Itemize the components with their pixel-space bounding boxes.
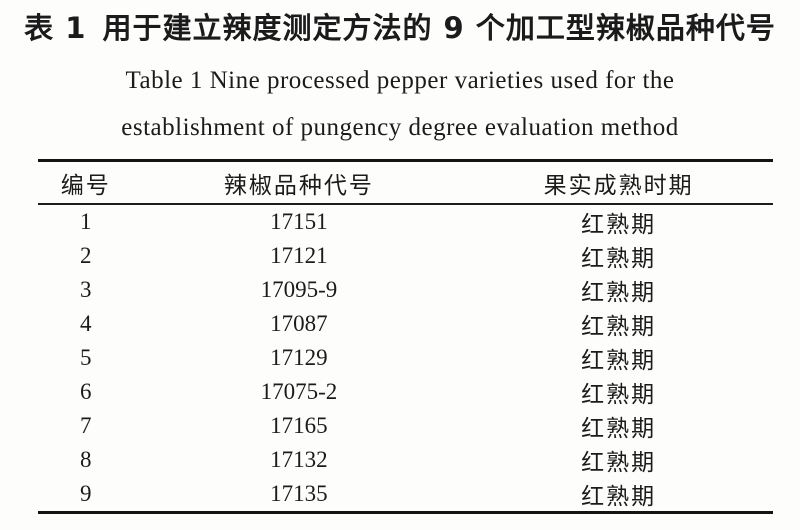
maturity-cell: 红熟期 [581, 246, 657, 271]
variety-code-cell: 17135 [270, 481, 328, 506]
maturity-cell: 红熟期 [581, 450, 657, 475]
table-row: 4 17087 红熟期 [38, 307, 773, 341]
row-no-cell: 7 [80, 413, 92, 438]
variety-code-cell: 17075-2 [260, 379, 338, 404]
variety-code-cell: 17095-9 [260, 277, 338, 302]
variety-code-cell: 17121 [270, 243, 328, 268]
row-no-cell: 2 [80, 243, 92, 268]
maturity-cell: 红熟期 [581, 314, 657, 339]
variety-code-cell: 17165 [270, 413, 328, 438]
pepper-varieties-table: 编号 辣椒品种代号 果实成熟时期 1 17151 红熟期 2 17121 红熟期… [38, 159, 773, 514]
row-no-cell: 5 [80, 345, 92, 370]
row-no-cell: 3 [80, 277, 92, 302]
maturity-cell: 红熟期 [581, 280, 657, 305]
table-row: 5 17129 红熟期 [38, 341, 773, 375]
table-title-en-line2: establishment of pungency degree evaluat… [121, 113, 679, 141]
maturity-cell: 红熟期 [581, 348, 657, 373]
maturity-cell: 红熟期 [581, 484, 657, 509]
table-row: 7 17165 红熟期 [38, 409, 773, 443]
row-no-cell: 6 [80, 379, 92, 404]
table-number-label: 表 1 [24, 11, 87, 45]
variety-code-cell: 17151 [270, 209, 328, 234]
table-row: 6 17075-2 红熟期 [38, 375, 773, 409]
table-row: 2 17121 红熟期 [38, 239, 773, 273]
row-no-cell: 4 [80, 311, 92, 336]
table-row: 8 17132 红熟期 [38, 443, 773, 477]
table-header-row: 编号 辣椒品种代号 果实成熟时期 [38, 160, 773, 205]
table-row: 3 17095-9 红熟期 [38, 273, 773, 307]
maturity-cell: 红熟期 [581, 416, 657, 441]
table-title-en-line1: Table 1 Nine processed pepper varieties … [125, 66, 675, 94]
header-maturity-stage: 果实成熟时期 [464, 160, 773, 205]
table-row: 9 17135 红熟期 [38, 477, 773, 513]
row-no-cell: 1 [80, 209, 92, 234]
row-no-cell: 9 [80, 481, 92, 506]
row-no-cell: 8 [80, 447, 92, 472]
table-row: 1 17151 红熟期 [38, 204, 773, 239]
table-title-zh-text: 用于建立辣度测定方法的 9 个加工型辣椒品种代号 [102, 11, 776, 45]
table-title-zh: 表 1 用于建立辣度测定方法的 9 个加工型辣椒品种代号 [0, 0, 800, 45]
maturity-cell: 红熟期 [581, 382, 657, 407]
variety-code-cell: 17132 [270, 447, 328, 472]
variety-code-cell: 17129 [270, 345, 328, 370]
variety-code-cell: 17087 [270, 311, 328, 336]
header-no: 编号 [38, 160, 134, 205]
maturity-cell: 红熟期 [581, 212, 657, 237]
header-variety-code: 辣椒品种代号 [133, 160, 465, 205]
